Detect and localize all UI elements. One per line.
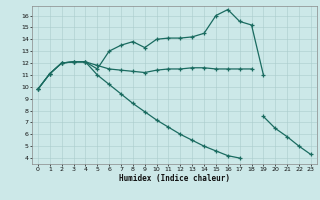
X-axis label: Humidex (Indice chaleur): Humidex (Indice chaleur) (119, 174, 230, 183)
